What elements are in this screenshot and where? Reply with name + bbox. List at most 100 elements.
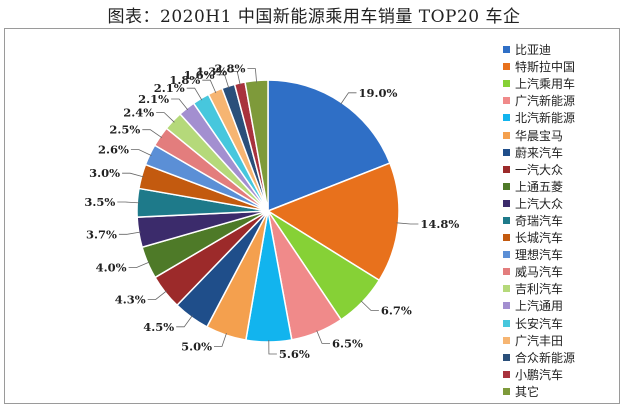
leader-line <box>118 231 141 235</box>
legend-label: 上汽乘用车 <box>515 77 576 92</box>
legend-label: 威马汽车 <box>515 265 564 280</box>
leader-line <box>316 330 330 344</box>
legend-swatch <box>503 131 510 139</box>
data-label: 3.0% <box>89 166 120 180</box>
data-label: 5.0% <box>181 339 212 353</box>
legend-label: 理想汽车 <box>515 248 564 263</box>
legend-swatch <box>503 114 510 122</box>
legend-label: 广汽新能源 <box>515 94 576 109</box>
legend-label: 蔚来汽车 <box>515 145 564 160</box>
legend-swatch <box>503 387 510 395</box>
legend-label: 奇瑞汽车 <box>515 213 564 228</box>
leader-line <box>202 79 217 94</box>
legend-item: 特斯拉中国 <box>503 58 575 75</box>
legend-label: 合众新能源 <box>515 350 576 365</box>
leader-line <box>216 74 230 89</box>
data-label: 4.0% <box>96 261 127 275</box>
data-label: 2.4% <box>123 106 154 120</box>
legend-item: 威马汽车 <box>503 263 575 280</box>
data-label: 3.7% <box>86 227 117 241</box>
leader-line <box>214 332 227 347</box>
data-label: 6.5% <box>332 336 363 350</box>
legend-swatch <box>503 336 510 344</box>
legend-label: 小鹏汽车 <box>515 367 564 382</box>
legend-swatch <box>503 319 510 327</box>
leader-line <box>340 92 357 105</box>
leader-line <box>130 149 152 156</box>
legend-swatch <box>503 97 510 105</box>
leader-line <box>122 172 144 178</box>
legend-swatch <box>503 165 510 173</box>
data-label: 2.6% <box>98 143 129 157</box>
legend-swatch <box>503 46 510 54</box>
legend-item: 上汽大众 <box>503 195 575 212</box>
legend-label: 华晨宝马 <box>515 128 564 143</box>
legend-swatch <box>503 370 510 378</box>
legend-item: 理想汽车 <box>503 246 575 263</box>
leader-line <box>176 315 193 328</box>
leader-line <box>156 112 175 123</box>
legend-item: 广汽新能源 <box>503 92 575 109</box>
data-label: 3.5% <box>84 195 115 209</box>
chart-frame <box>4 28 620 404</box>
leader-line <box>171 98 189 111</box>
leader-line <box>229 71 241 86</box>
legend-item: 华晨宝马 <box>503 126 575 143</box>
legend-label: 其它 <box>515 384 540 399</box>
legend-swatch <box>503 182 510 190</box>
leader-line <box>268 339 277 355</box>
legend-swatch <box>503 148 510 156</box>
legend-item: 蔚来汽车 <box>503 144 575 161</box>
legend-item: 上通五菱 <box>503 178 575 195</box>
legend-label: 广汽丰田 <box>515 333 564 348</box>
legend-swatch <box>503 80 510 88</box>
data-label: 2.5% <box>109 123 140 137</box>
legend-swatch <box>503 302 510 310</box>
data-label: 1.3% <box>196 64 227 78</box>
data-label: 19.0% <box>359 86 398 100</box>
data-label: 2.1% <box>138 92 169 106</box>
legend-item: 广汽丰田 <box>503 332 575 349</box>
legend-label: 上通五菱 <box>515 179 564 194</box>
legend: 比亚迪 特斯拉中国 上汽乘用车 广汽新能源 北汽新能源 华晨宝马 蔚来汽车 一汽大众 上通五菱上… <box>503 41 575 400</box>
leader-line <box>117 201 140 204</box>
legend-swatch <box>503 353 510 361</box>
data-label: 1.6% <box>184 68 215 82</box>
legend-label: 上汽大众 <box>515 196 564 211</box>
legend-item: 吉利汽车 <box>503 280 575 297</box>
legend-swatch <box>503 285 510 293</box>
legend-swatch <box>503 251 510 259</box>
legend-swatch <box>503 268 510 276</box>
legend-label: 长城汽车 <box>515 231 564 246</box>
legend-item: 上汽通用 <box>503 297 575 314</box>
legend-item: 上汽乘用车 <box>503 75 575 92</box>
legend-swatch <box>503 63 510 71</box>
legend-swatch <box>503 199 510 207</box>
data-label: 6.7% <box>381 303 412 317</box>
legend-label: 吉利汽车 <box>515 282 564 297</box>
legend-item: 其它 <box>503 383 575 400</box>
data-label: 2.1% <box>154 81 185 95</box>
leader-line <box>247 68 257 83</box>
data-label: 4.3% <box>115 293 146 307</box>
legend-label: 上汽通用 <box>515 299 564 314</box>
chart-title: 图表：2020H1 中国新能源乘用车销量 TOP20 车企 <box>107 7 521 27</box>
legend-label: 北汽新能源 <box>515 111 576 126</box>
leader-line <box>142 129 163 139</box>
legend-item: 合众新能源 <box>503 349 575 366</box>
legend-label: 一汽大众 <box>515 162 564 177</box>
leader-line <box>128 261 150 268</box>
legend-item: 长安汽车 <box>503 315 575 332</box>
leader-line <box>360 300 379 311</box>
data-label: 4.5% <box>143 320 174 334</box>
legend-swatch <box>503 216 510 224</box>
legend-item: 小鹏汽车 <box>503 366 575 383</box>
legend-item: 北汽新能源 <box>503 109 575 126</box>
data-label: 1.8% <box>169 73 200 87</box>
data-label: 2.8% <box>214 62 245 76</box>
legend-label: 长安汽车 <box>515 316 564 331</box>
leader-line <box>186 87 203 101</box>
legend-item: 奇瑞汽车 <box>503 212 575 229</box>
